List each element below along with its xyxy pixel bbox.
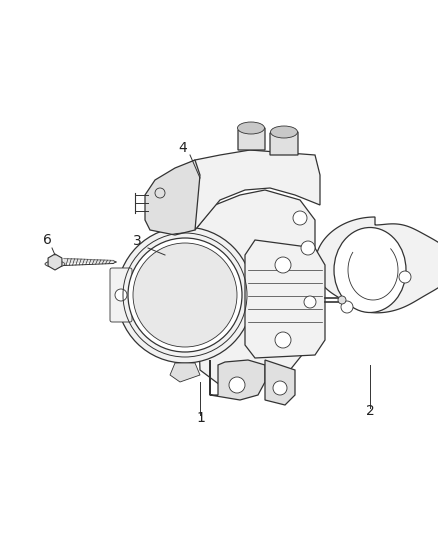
Text: 1: 1: [196, 411, 205, 425]
Polygon shape: [175, 150, 320, 230]
Polygon shape: [245, 240, 325, 358]
Circle shape: [304, 296, 316, 308]
Circle shape: [229, 377, 245, 393]
Circle shape: [273, 381, 287, 395]
Text: 2: 2: [366, 404, 375, 418]
Polygon shape: [145, 160, 200, 235]
Ellipse shape: [45, 261, 65, 267]
Circle shape: [293, 211, 307, 225]
Text: 6: 6: [43, 233, 52, 247]
Polygon shape: [265, 360, 295, 405]
Circle shape: [115, 289, 127, 301]
Polygon shape: [170, 363, 200, 382]
Text: 4: 4: [178, 141, 187, 155]
Ellipse shape: [334, 228, 406, 312]
Polygon shape: [210, 360, 265, 400]
Circle shape: [117, 227, 253, 363]
Polygon shape: [195, 190, 315, 390]
Circle shape: [338, 296, 346, 304]
Text: 3: 3: [133, 234, 142, 248]
Circle shape: [341, 301, 353, 313]
Polygon shape: [238, 128, 265, 150]
Polygon shape: [270, 132, 298, 155]
Circle shape: [399, 271, 411, 283]
Circle shape: [301, 241, 315, 255]
Polygon shape: [64, 259, 113, 262]
FancyBboxPatch shape: [110, 268, 132, 322]
Polygon shape: [48, 254, 62, 270]
Circle shape: [275, 332, 291, 348]
Circle shape: [128, 238, 242, 352]
Circle shape: [133, 243, 237, 347]
Polygon shape: [315, 217, 438, 313]
Ellipse shape: [271, 126, 297, 138]
Ellipse shape: [237, 122, 265, 134]
Circle shape: [275, 257, 291, 273]
